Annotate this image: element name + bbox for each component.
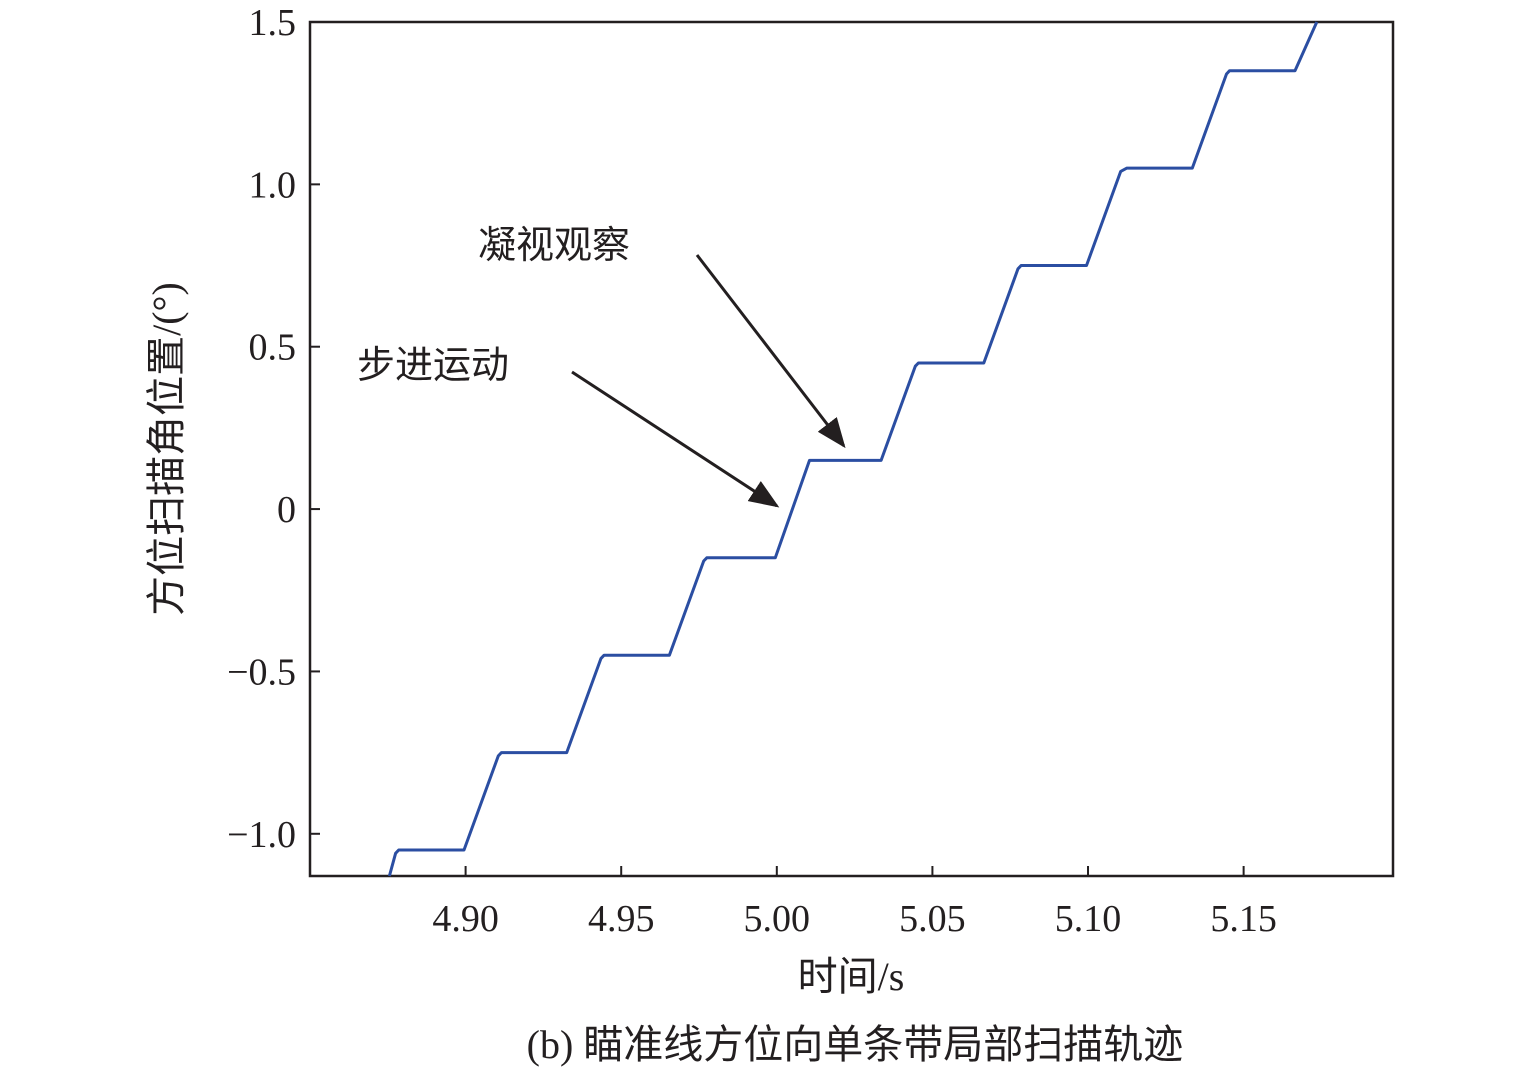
y-axis-title: 方位扫描角位置/(°)	[144, 282, 189, 616]
x-ticks: 4.90 4.95 5.00 5.05 5.10 5.15	[432, 866, 1277, 940]
x-tick-label: 5.10	[1055, 898, 1122, 940]
figure-caption: (b) 瞄准线方位向单条带局部扫描轨迹	[527, 1022, 1184, 1067]
x-tick-label: 4.95	[588, 898, 655, 940]
y-tick-label: 1.5	[249, 2, 297, 44]
y-tick-label: 0	[277, 489, 296, 531]
series-layer	[387, 21, 1319, 877]
x-axis-title: 时间/s	[798, 954, 905, 999]
plot-frame	[308, 20, 1395, 878]
y-tick-label: 0.5	[249, 327, 297, 369]
annotation-arrow	[571, 370, 780, 508]
x-tick-label: 5.05	[899, 898, 966, 940]
x-tick-label: 5.00	[744, 898, 811, 940]
annotation-label: 步进运动	[357, 345, 509, 387]
x-tick-label: 4.90	[432, 898, 499, 940]
annotation-layer: 步进运动 凝视观察	[357, 225, 846, 508]
series-line	[387, 21, 1319, 877]
y-tick-label: −1.0	[227, 814, 296, 856]
y-ticks: −1.0 −0.5 0 0.5 1.0 1.5	[227, 2, 320, 856]
y-tick-label: 1.0	[249, 164, 297, 206]
annotation-label: 凝视观察	[478, 225, 630, 267]
x-tick-label: 5.15	[1210, 898, 1277, 940]
y-tick-label: −0.5	[227, 651, 296, 693]
annotation-arrow	[695, 254, 846, 449]
